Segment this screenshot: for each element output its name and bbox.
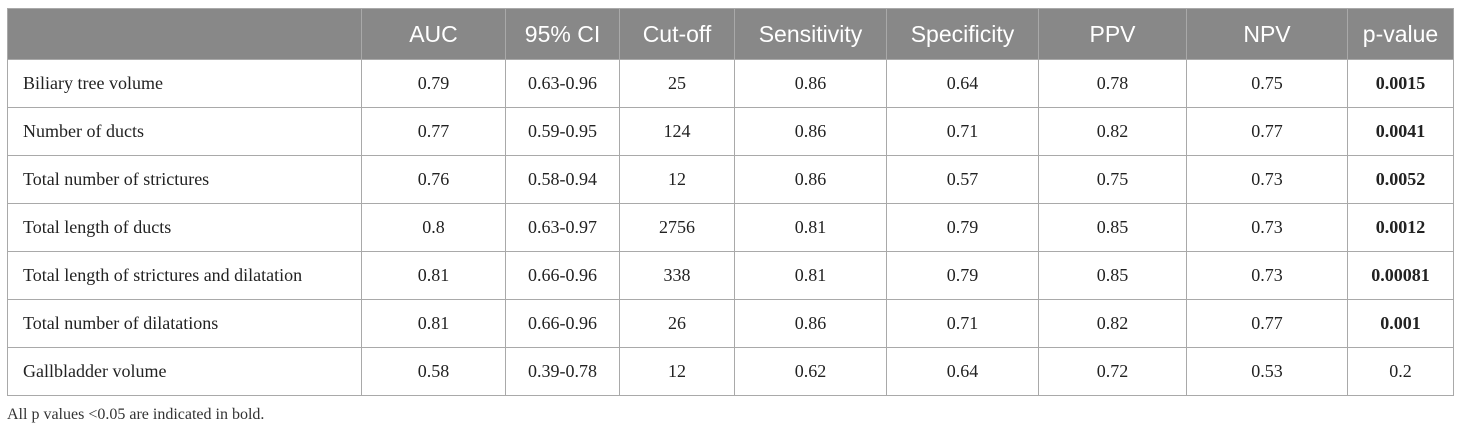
ci-cell: 0.63-0.96	[505, 59, 620, 108]
p-value-cell: 0.0015	[1347, 59, 1454, 108]
p-value-cell: 0.0041	[1347, 107, 1454, 156]
specificity-cell: 0.79	[886, 251, 1039, 300]
ppv-cell: 0.82	[1038, 107, 1187, 156]
table-row: Total length of ducts 0.8 0.63-0.97 2756 0.8…	[7, 203, 1454, 252]
column-header: Sensitivity	[734, 8, 887, 60]
p-value-cell: 0.0012	[1347, 203, 1454, 252]
cutoff-cell: 12	[619, 155, 735, 204]
roc-results-table: AUC 95% CI Cut-off Sensitivity Specificity PP…	[7, 8, 1454, 396]
auc-cell: 0.79	[361, 59, 506, 108]
table-body: Biliary tree volume 0.79 0.63-0.96 25 0.86 0.…	[7, 59, 1454, 396]
column-header: AUC	[361, 8, 506, 60]
specificity-cell: 0.64	[886, 347, 1039, 396]
ppv-cell: 0.72	[1038, 347, 1187, 396]
ci-cell: 0.66-0.96	[505, 299, 620, 348]
npv-cell: 0.73	[1186, 155, 1348, 204]
p-value-cell: 0.001	[1347, 299, 1454, 348]
ppv-cell: 0.75	[1038, 155, 1187, 204]
npv-cell: 0.77	[1186, 299, 1348, 348]
auc-cell: 0.77	[361, 107, 506, 156]
row-label: Total number of strictures	[7, 155, 362, 204]
column-header: NPV	[1186, 8, 1348, 60]
sensitivity-cell: 0.86	[734, 299, 887, 348]
row-label: Total length of strictures and dilatatio…	[7, 251, 362, 300]
table-row: Total number of dilatations 0.81 0.66-0.96…	[7, 299, 1454, 348]
p-value-cell: 0.00081	[1347, 251, 1454, 300]
ci-cell: 0.39-0.78	[505, 347, 620, 396]
specificity-cell: 0.64	[886, 59, 1039, 108]
cutoff-cell: 25	[619, 59, 735, 108]
row-label: Total length of ducts	[7, 203, 362, 252]
cutoff-cell: 26	[619, 299, 735, 348]
table-footnote: All p values <0.05 are indicated in bold…	[7, 406, 265, 423]
cutoff-cell: 2756	[619, 203, 735, 252]
p-value-cell: 0.0052	[1347, 155, 1454, 204]
row-label: Number of ducts	[7, 107, 362, 156]
auc-cell: 0.81	[361, 299, 506, 348]
specificity-cell: 0.57	[886, 155, 1039, 204]
ppv-cell: 0.85	[1038, 251, 1187, 300]
header-cell-blank	[7, 8, 362, 60]
column-header: p-value	[1347, 8, 1454, 60]
ppv-cell: 0.85	[1038, 203, 1187, 252]
ci-cell: 0.59-0.95	[505, 107, 620, 156]
table-row: Number of ducts 0.77 0.59-0.95 124 0.86 0.71 0…	[7, 107, 1454, 156]
results-table-container: AUC 95% CI Cut-off Sensitivity Specificity PP…	[7, 8, 1454, 396]
cutoff-cell: 12	[619, 347, 735, 396]
sensitivity-cell: 0.86	[734, 107, 887, 156]
cutoff-cell: 124	[619, 107, 735, 156]
table-header-row: AUC 95% CI Cut-off Sensitivity Specificity PP…	[7, 8, 1454, 60]
specificity-cell: 0.71	[886, 107, 1039, 156]
column-header: 95% CI	[505, 8, 620, 60]
npv-cell: 0.73	[1186, 203, 1348, 252]
table-row: Gallbladder volume 0.58 0.39-0.78 12 0.62 0.6…	[7, 347, 1454, 396]
npv-cell: 0.77	[1186, 107, 1348, 156]
npv-cell: 0.75	[1186, 59, 1348, 108]
table-row: Total number of strictures 0.76 0.58-0.94 1…	[7, 155, 1454, 204]
p-value-cell: 0.2	[1347, 347, 1454, 396]
column-header: Specificity	[886, 8, 1039, 60]
sensitivity-cell: 0.81	[734, 203, 887, 252]
auc-cell: 0.58	[361, 347, 506, 396]
ci-cell: 0.66-0.96	[505, 251, 620, 300]
ci-cell: 0.63-0.97	[505, 203, 620, 252]
column-header: Cut-off	[619, 8, 735, 60]
auc-cell: 0.8	[361, 203, 506, 252]
table-row: Biliary tree volume 0.79 0.63-0.96 25 0.86 0.…	[7, 59, 1454, 108]
column-header: PPV	[1038, 8, 1187, 60]
ci-cell: 0.58-0.94	[505, 155, 620, 204]
ppv-cell: 0.82	[1038, 299, 1187, 348]
row-label: Gallbladder volume	[7, 347, 362, 396]
row-label: Total number of dilatations	[7, 299, 362, 348]
npv-cell: 0.53	[1186, 347, 1348, 396]
npv-cell: 0.73	[1186, 251, 1348, 300]
row-label: Biliary tree volume	[7, 59, 362, 108]
sensitivity-cell: 0.62	[734, 347, 887, 396]
table-row: Total length of strictures and dilatatio…	[7, 251, 1454, 300]
sensitivity-cell: 0.86	[734, 155, 887, 204]
sensitivity-cell: 0.81	[734, 251, 887, 300]
cutoff-cell: 338	[619, 251, 735, 300]
auc-cell: 0.81	[361, 251, 506, 300]
sensitivity-cell: 0.86	[734, 59, 887, 108]
specificity-cell: 0.79	[886, 203, 1039, 252]
auc-cell: 0.76	[361, 155, 506, 204]
ppv-cell: 0.78	[1038, 59, 1187, 108]
specificity-cell: 0.71	[886, 299, 1039, 348]
